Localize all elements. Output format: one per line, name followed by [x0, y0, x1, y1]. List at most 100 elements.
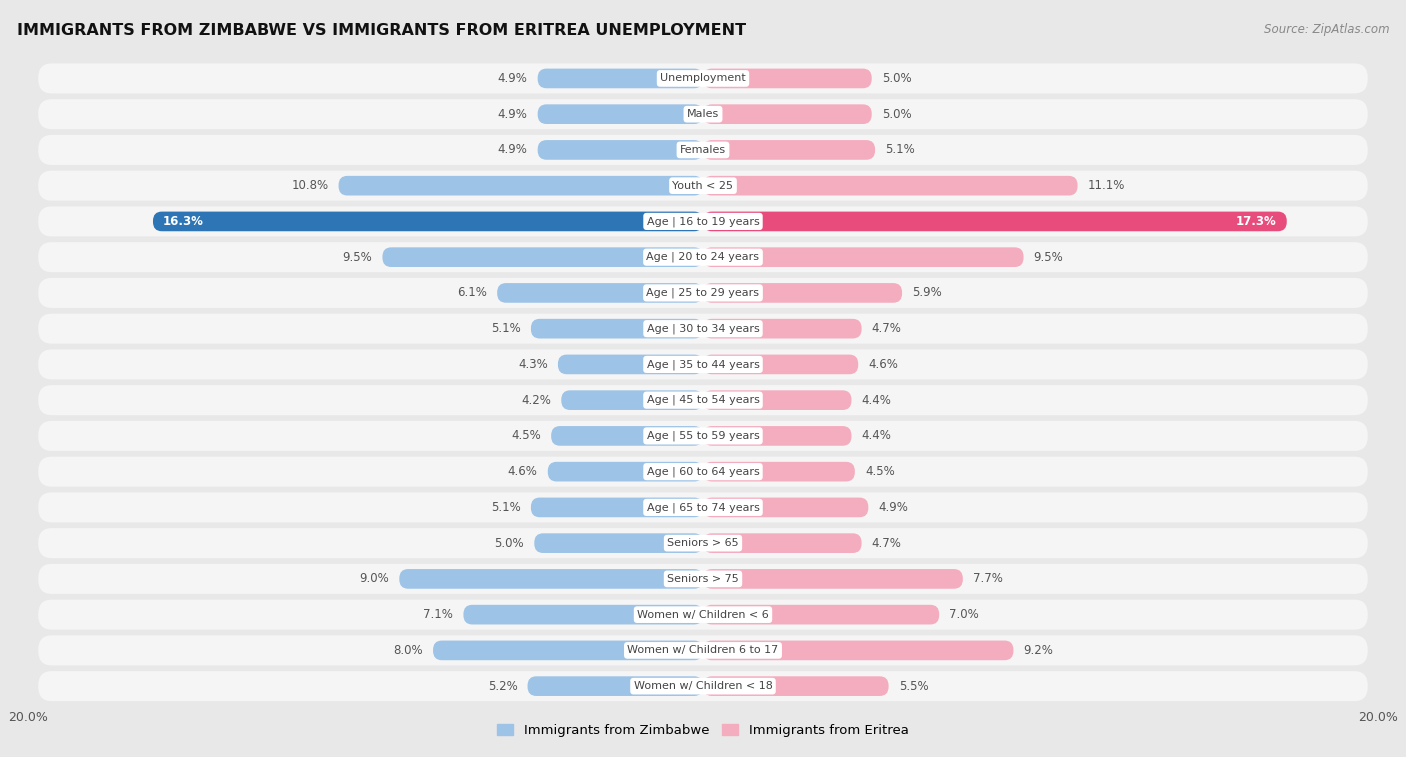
FancyBboxPatch shape	[531, 497, 703, 517]
FancyBboxPatch shape	[38, 600, 1368, 630]
FancyBboxPatch shape	[703, 69, 872, 89]
Text: Age | 65 to 74 years: Age | 65 to 74 years	[647, 502, 759, 512]
Text: 5.9%: 5.9%	[912, 286, 942, 300]
FancyBboxPatch shape	[703, 283, 903, 303]
FancyBboxPatch shape	[38, 242, 1368, 273]
Text: Women w/ Children 6 to 17: Women w/ Children 6 to 17	[627, 646, 779, 656]
Text: 5.1%: 5.1%	[491, 322, 520, 335]
FancyBboxPatch shape	[703, 676, 889, 696]
FancyBboxPatch shape	[38, 207, 1368, 236]
Text: Age | 25 to 29 years: Age | 25 to 29 years	[647, 288, 759, 298]
FancyBboxPatch shape	[153, 212, 703, 231]
Text: Age | 55 to 59 years: Age | 55 to 59 years	[647, 431, 759, 441]
FancyBboxPatch shape	[534, 534, 703, 553]
Text: 4.9%: 4.9%	[498, 107, 527, 120]
FancyBboxPatch shape	[548, 462, 703, 481]
FancyBboxPatch shape	[382, 248, 703, 267]
FancyBboxPatch shape	[38, 135, 1368, 165]
FancyBboxPatch shape	[703, 319, 862, 338]
Text: Youth < 25: Youth < 25	[672, 181, 734, 191]
FancyBboxPatch shape	[703, 354, 858, 374]
Text: Age | 35 to 44 years: Age | 35 to 44 years	[647, 359, 759, 369]
Text: 9.5%: 9.5%	[343, 251, 373, 263]
Text: 7.0%: 7.0%	[949, 608, 979, 621]
FancyBboxPatch shape	[38, 492, 1368, 522]
Text: 4.9%: 4.9%	[879, 501, 908, 514]
Text: 4.6%: 4.6%	[869, 358, 898, 371]
Text: Source: ZipAtlas.com: Source: ZipAtlas.com	[1264, 23, 1389, 36]
Text: 4.7%: 4.7%	[872, 537, 901, 550]
FancyBboxPatch shape	[537, 140, 703, 160]
Text: 5.1%: 5.1%	[886, 143, 915, 157]
Text: 7.1%: 7.1%	[423, 608, 453, 621]
FancyBboxPatch shape	[399, 569, 703, 589]
Text: Males: Males	[688, 109, 718, 119]
Text: IMMIGRANTS FROM ZIMBABWE VS IMMIGRANTS FROM ERITREA UNEMPLOYMENT: IMMIGRANTS FROM ZIMBABWE VS IMMIGRANTS F…	[17, 23, 747, 38]
FancyBboxPatch shape	[703, 462, 855, 481]
FancyBboxPatch shape	[703, 140, 875, 160]
Text: 5.1%: 5.1%	[491, 501, 520, 514]
FancyBboxPatch shape	[339, 176, 703, 195]
Text: 4.9%: 4.9%	[498, 143, 527, 157]
FancyBboxPatch shape	[38, 350, 1368, 379]
FancyBboxPatch shape	[433, 640, 703, 660]
Text: Age | 20 to 24 years: Age | 20 to 24 years	[647, 252, 759, 263]
Text: 9.0%: 9.0%	[360, 572, 389, 585]
FancyBboxPatch shape	[703, 640, 1014, 660]
Text: Age | 60 to 64 years: Age | 60 to 64 years	[647, 466, 759, 477]
FancyBboxPatch shape	[703, 212, 1286, 231]
FancyBboxPatch shape	[38, 421, 1368, 451]
Legend: Immigrants from Zimbabwe, Immigrants from Eritrea: Immigrants from Zimbabwe, Immigrants fro…	[492, 719, 914, 743]
FancyBboxPatch shape	[703, 248, 1024, 267]
FancyBboxPatch shape	[558, 354, 703, 374]
FancyBboxPatch shape	[561, 391, 703, 410]
FancyBboxPatch shape	[38, 64, 1368, 93]
Text: 4.5%: 4.5%	[512, 429, 541, 442]
Text: Seniors > 75: Seniors > 75	[666, 574, 740, 584]
Text: 6.1%: 6.1%	[457, 286, 486, 300]
Text: 5.2%: 5.2%	[488, 680, 517, 693]
Text: 5.0%: 5.0%	[882, 72, 911, 85]
FancyBboxPatch shape	[537, 104, 703, 124]
FancyBboxPatch shape	[703, 569, 963, 589]
Text: Women w/ Children < 6: Women w/ Children < 6	[637, 609, 769, 620]
FancyBboxPatch shape	[38, 170, 1368, 201]
FancyBboxPatch shape	[498, 283, 703, 303]
Text: 10.8%: 10.8%	[291, 179, 329, 192]
FancyBboxPatch shape	[38, 456, 1368, 487]
FancyBboxPatch shape	[38, 635, 1368, 665]
FancyBboxPatch shape	[703, 176, 1077, 195]
Text: 5.0%: 5.0%	[882, 107, 911, 120]
Text: Unemployment: Unemployment	[661, 73, 745, 83]
Text: 4.9%: 4.9%	[498, 72, 527, 85]
Text: 9.2%: 9.2%	[1024, 644, 1053, 657]
Text: 4.4%: 4.4%	[862, 394, 891, 407]
FancyBboxPatch shape	[703, 605, 939, 625]
FancyBboxPatch shape	[464, 605, 703, 625]
FancyBboxPatch shape	[527, 676, 703, 696]
FancyBboxPatch shape	[38, 528, 1368, 558]
Text: 9.5%: 9.5%	[1033, 251, 1063, 263]
FancyBboxPatch shape	[38, 385, 1368, 415]
Text: 8.0%: 8.0%	[394, 644, 423, 657]
FancyBboxPatch shape	[703, 534, 862, 553]
FancyBboxPatch shape	[703, 426, 852, 446]
FancyBboxPatch shape	[703, 391, 852, 410]
Text: 11.1%: 11.1%	[1088, 179, 1125, 192]
FancyBboxPatch shape	[531, 319, 703, 338]
FancyBboxPatch shape	[703, 497, 869, 517]
Text: 4.6%: 4.6%	[508, 465, 537, 478]
FancyBboxPatch shape	[38, 671, 1368, 701]
FancyBboxPatch shape	[38, 278, 1368, 308]
Text: 5.0%: 5.0%	[495, 537, 524, 550]
FancyBboxPatch shape	[38, 564, 1368, 594]
Text: Females: Females	[681, 145, 725, 155]
FancyBboxPatch shape	[703, 104, 872, 124]
Text: Seniors > 65: Seniors > 65	[668, 538, 738, 548]
Text: 4.3%: 4.3%	[517, 358, 548, 371]
Text: 7.7%: 7.7%	[973, 572, 1002, 585]
Text: 5.5%: 5.5%	[898, 680, 928, 693]
Text: Age | 30 to 34 years: Age | 30 to 34 years	[647, 323, 759, 334]
FancyBboxPatch shape	[38, 99, 1368, 129]
Text: 4.7%: 4.7%	[872, 322, 901, 335]
